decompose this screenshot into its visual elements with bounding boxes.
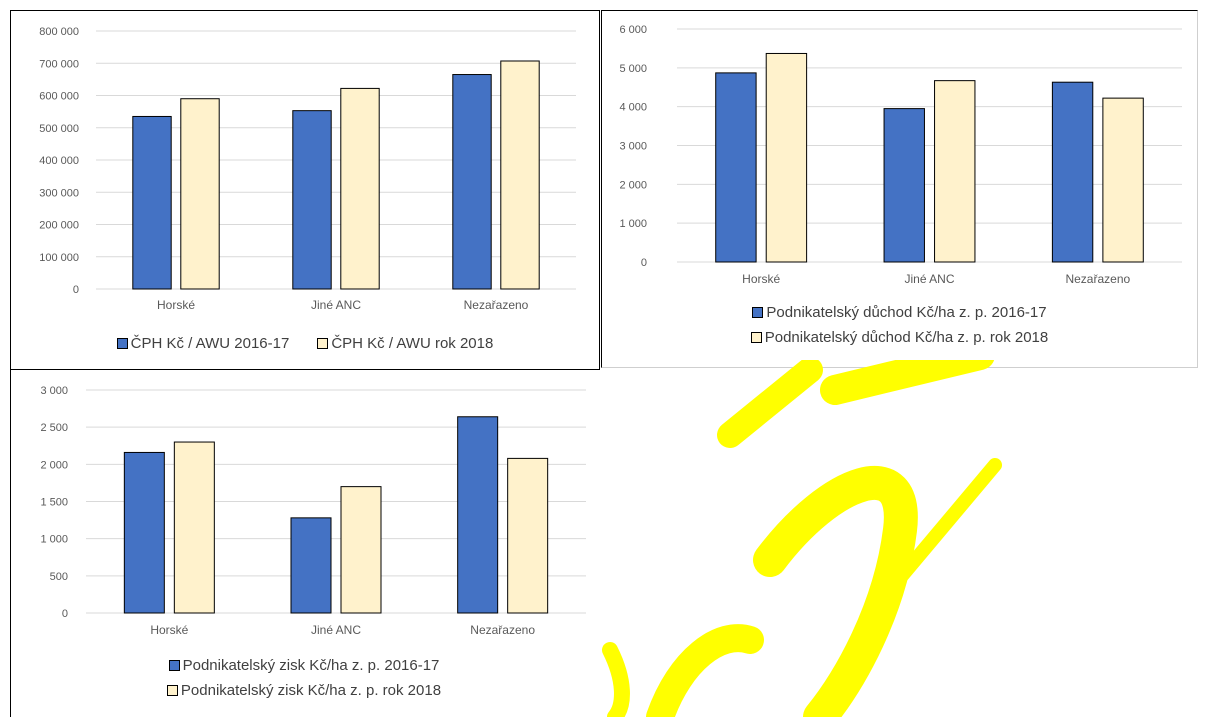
y-tick-label: 3 000 bbox=[619, 141, 647, 153]
y-tick-label: 200 000 bbox=[39, 220, 79, 232]
legend-swatch-series-1 bbox=[116, 338, 128, 349]
y-tick-label: 300 000 bbox=[39, 187, 79, 199]
y-tick-label: 500 000 bbox=[39, 123, 79, 135]
bar-series-2-3 bbox=[1102, 97, 1144, 263]
bar-series-1-2 bbox=[883, 108, 925, 263]
y-tick-label: 3 000 bbox=[40, 385, 68, 397]
legend-label-series-2: Podnikatelský zisk Kč/ha z. p. rok 2018 bbox=[180, 682, 442, 699]
chart-panel-3: 0 500 1 000 1 500 2 000 2 500 3 000 Horské Jiné … bbox=[10, 370, 597, 717]
x-category-label: Jiné ANC bbox=[311, 623, 361, 637]
x-category-label: Horské bbox=[150, 623, 188, 637]
y-tick-label: 6 000 bbox=[619, 24, 647, 36]
bar-series-2-2 bbox=[340, 486, 382, 614]
x-category-label: Nezařazeno bbox=[464, 298, 529, 312]
bar-series-2-1 bbox=[173, 441, 215, 614]
y-tick-label: 0 bbox=[62, 608, 68, 620]
y-tick-label: 5 000 bbox=[619, 63, 647, 75]
x-category-label: Horské bbox=[157, 298, 195, 312]
y-tick-label: 0 bbox=[641, 257, 647, 269]
bar-series-2-2 bbox=[340, 87, 380, 290]
x-category-label: Jiné ANC bbox=[904, 272, 954, 286]
y-tick-label: 2 500 bbox=[40, 422, 68, 434]
bar-series-2-3 bbox=[500, 60, 540, 290]
legend-label-series-1: ČPH Kč / AWU 2016-17 bbox=[130, 335, 290, 352]
watermark-stroke-4 bbox=[646, 624, 764, 717]
y-tick-label: 100 000 bbox=[39, 252, 79, 264]
y-tick-label: 2 000 bbox=[619, 179, 647, 191]
chart-2-legend: Podnikatelský důchod Kč/ha z. p. 2016-17… bbox=[602, 304, 1197, 346]
legend-item-series-2: ČPH Kč / AWU rok 2018 bbox=[317, 335, 493, 352]
legend-item-series-1: ČPH Kč / AWU 2016-17 bbox=[116, 335, 290, 352]
legend-label-series-2: ČPH Kč / AWU rok 2018 bbox=[331, 335, 494, 352]
bar-series-1-1 bbox=[715, 72, 757, 263]
legend-swatch-series-1 bbox=[168, 660, 180, 671]
bar-series-1-1 bbox=[132, 115, 172, 290]
y-tick-label: 1 500 bbox=[40, 497, 68, 509]
bar-series-2-1 bbox=[765, 52, 808, 263]
bar-series-1-1 bbox=[123, 451, 165, 614]
bar-series-1-3 bbox=[452, 74, 492, 290]
chart-1-plot: 0 100 000 200 000 300 000 400 000 500 000 600 … bbox=[39, 26, 576, 312]
legend-label-series-1: Podnikatelský důchod Kč/ha z. p. 2016-17 bbox=[766, 304, 1047, 321]
y-tick-label: 0 bbox=[73, 284, 79, 296]
y-tick-label: 4 000 bbox=[619, 102, 647, 114]
chart-panel-1: 0 100 000 200 000 300 000 400 000 500 000 600 … bbox=[10, 10, 600, 370]
legend-label-series-1: Podnikatelský zisk Kč/ha z. p. 2016-17 bbox=[182, 657, 440, 674]
legend-item-series-1: Podnikatelský zisk Kč/ha z. p. 2016-17 bbox=[168, 657, 440, 674]
bar-series-1-3 bbox=[457, 416, 499, 614]
bar-series-1-3 bbox=[1051, 81, 1094, 263]
legend-item-series-1: Podnikatelský důchod Kč/ha z. p. 2016-17 bbox=[752, 304, 1047, 321]
y-tick-label: 1 000 bbox=[619, 218, 647, 230]
x-category-label: Nezařazeno bbox=[470, 623, 535, 637]
y-tick-label: 2 000 bbox=[40, 459, 68, 471]
watermark-stroke-3 bbox=[753, 466, 918, 717]
legend-swatch-series-1 bbox=[752, 307, 764, 318]
legend-swatch-series-2 bbox=[166, 685, 178, 696]
chart-2-plot: 0 1 000 2 000 3 000 4 000 5 000 6 000 Horské Jin… bbox=[619, 24, 1182, 286]
watermark-graphic bbox=[602, 360, 1002, 717]
bar-series-1-2 bbox=[292, 110, 332, 290]
bar-series-2-3 bbox=[507, 457, 549, 614]
legend-label-series-2: Podnikatelský důchod Kč/ha z. p. rok 201… bbox=[764, 329, 1049, 346]
chart-3-plot: 0 500 1 000 1 500 2 000 2 500 3 000 Horské Jiné … bbox=[40, 385, 586, 637]
bar-series-2-2 bbox=[934, 80, 976, 263]
y-tick-label: 400 000 bbox=[39, 155, 79, 167]
x-category-label: Nezařazeno bbox=[1065, 272, 1130, 286]
bar-series-2-1 bbox=[180, 98, 220, 290]
legend-item-series-2: Podnikatelský důchod Kč/ha z. p. rok 201… bbox=[750, 329, 1049, 346]
y-tick-label: 800 000 bbox=[39, 26, 79, 38]
chart-panel-2: 0 1 000 2 000 3 000 4 000 5 000 6 000 Horské Jin… bbox=[601, 10, 1198, 368]
x-category-label: Jiné ANC bbox=[311, 298, 361, 312]
y-tick-label: 600 000 bbox=[39, 91, 79, 103]
chart-3-legend: Podnikatelský zisk Kč/ha z. p. 2016-17 P… bbox=[11, 657, 597, 699]
y-tick-label: 700 000 bbox=[39, 58, 79, 70]
watermark-stroke-5 bbox=[883, 458, 1002, 597]
legend-item-series-2: Podnikatelský zisk Kč/ha z. p. rok 2018 bbox=[166, 682, 442, 699]
bar-series-1-2 bbox=[290, 517, 332, 614]
watermark-stroke-6 bbox=[602, 642, 630, 717]
watermark-stroke-1 bbox=[717, 360, 823, 448]
legend-swatch-series-2 bbox=[750, 332, 762, 343]
chart-1-legend: ČPH Kč / AWU 2016-17 ČPH Kč / AWU rok 20… bbox=[11, 335, 599, 352]
y-tick-label: 1 000 bbox=[40, 534, 68, 546]
legend-swatch-series-2 bbox=[317, 338, 329, 349]
x-category-label: Horské bbox=[742, 272, 780, 286]
y-tick-label: 500 bbox=[50, 571, 68, 583]
